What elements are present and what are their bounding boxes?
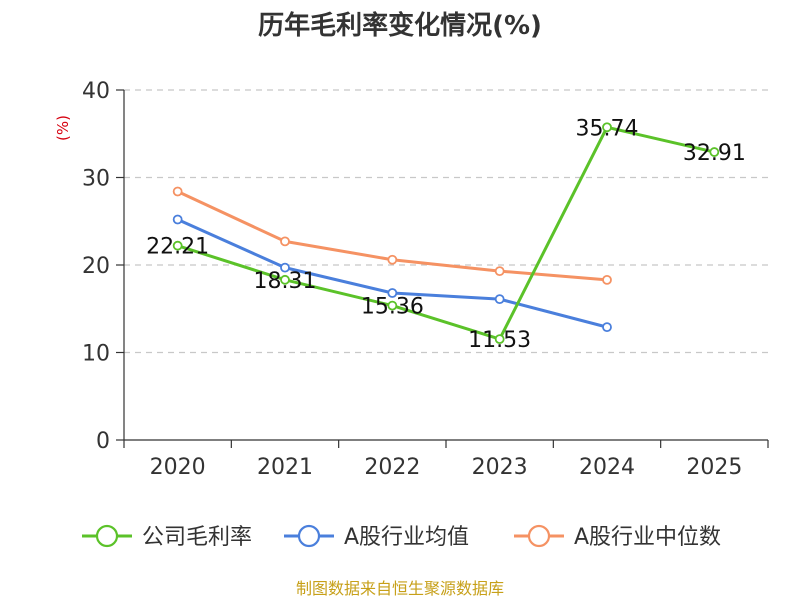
legend-marker-3 [527, 524, 551, 548]
series-2-point-2023[interactable] [494, 294, 505, 305]
series-3-point-2021[interactable] [280, 236, 290, 247]
series-3-point-2020[interactable] [172, 186, 183, 197]
x-tick-label-2023: 2023 [472, 455, 528, 480]
y-axis-label: (%) [54, 115, 72, 141]
series-1-point-2022[interactable] [387, 300, 398, 311]
x-tick-label-2020: 2020 [150, 455, 206, 480]
axes: 0 10 20 30 40 2020 2021 2022 2023 2024 2025 [82, 79, 769, 480]
data-label-2020: 22.21 [146, 235, 209, 260]
legend-label-3: A股行业中位数 [574, 525, 721, 550]
series-1-point-2023[interactable] [494, 334, 505, 345]
legend-item-2[interactable]: A股行业均值 [284, 524, 469, 550]
y-tick-label-40: 40 [82, 79, 110, 104]
legend-label-1: 公司毛利率 [142, 525, 252, 550]
series-line-1 [177, 125, 715, 341]
legend[interactable]: 公司毛利率 A股行业均值 A股行业中位数 [82, 524, 721, 550]
y-tick-label-0: 0 [96, 429, 110, 454]
data-label-2022: 15.36 [361, 295, 424, 320]
series-3-point-2023[interactable] [494, 266, 505, 277]
series-3-point-2024[interactable] [602, 274, 612, 285]
data-label-2021: 18.31 [254, 269, 317, 294]
series-1-point-2021[interactable] [280, 274, 290, 285]
legend-marker-2 [297, 524, 321, 548]
legend-label-2: A股行业均值 [344, 525, 469, 550]
series-1-point-2020[interactable] [172, 240, 183, 251]
series-2-point-2021[interactable] [280, 262, 290, 273]
series-3-point-2022[interactable] [387, 254, 398, 265]
data-label-2024: 35.74 [576, 116, 639, 141]
legend-item-1[interactable]: 公司毛利率 [82, 524, 252, 550]
data-label-2025: 32.91 [683, 141, 746, 166]
y-tick-label-10: 10 [82, 342, 110, 367]
grid-lines [124, 89, 768, 354]
series-1-point-2025[interactable] [709, 147, 720, 157]
y-tick-label-20: 20 [82, 254, 110, 279]
data-labels: 22.21 18.31 15.36 11.53 35.74 32.91 [146, 116, 746, 353]
x-tick-label-2024: 2024 [579, 455, 635, 480]
series-2-point-2020[interactable] [172, 214, 183, 225]
series-1-point-2024[interactable] [602, 122, 612, 133]
series-2-point-2024[interactable] [602, 322, 612, 333]
series-2-point-2022[interactable] [387, 288, 398, 298]
chart-title: 历年毛利率变化情况(%) [258, 10, 542, 41]
x-tick-label-2021: 2021 [257, 455, 313, 480]
y-tick-label-30: 30 [82, 167, 110, 192]
series-layer [172, 122, 720, 345]
legend-item-3[interactable]: A股行业中位数 [514, 524, 721, 550]
x-tick-label-2025: 2025 [686, 455, 742, 480]
legend-marker-1 [95, 524, 119, 548]
x-tick-label-2022: 2022 [364, 455, 420, 480]
source-note: 制图数据来自恒生聚源数据库 [296, 579, 504, 598]
data-label-2023: 11.53 [468, 328, 531, 353]
